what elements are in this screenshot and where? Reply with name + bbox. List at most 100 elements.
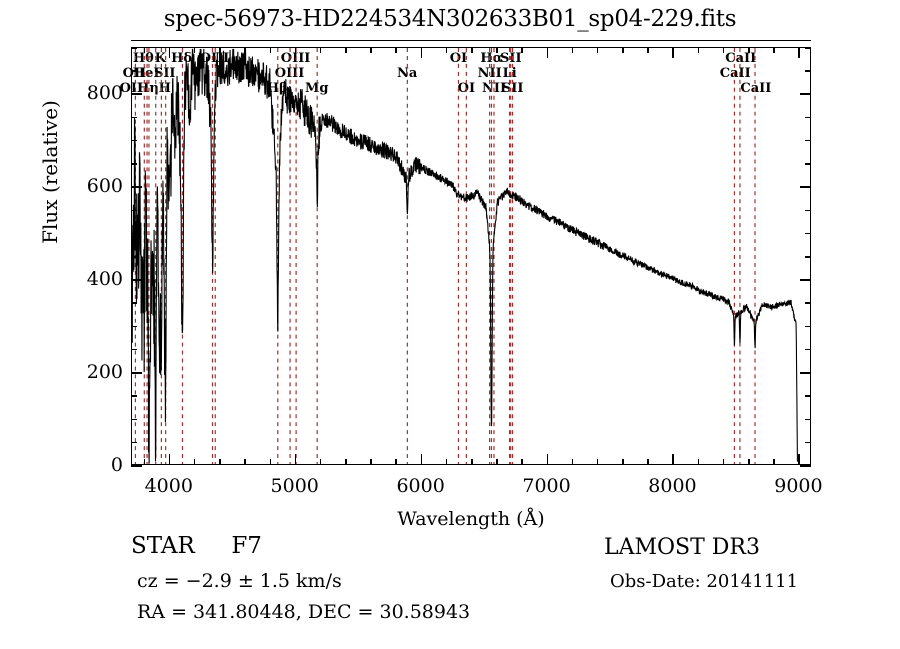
survey-name: LAMOST DR3 — [604, 535, 760, 560]
axis-tick — [805, 441, 811, 444]
spectrum-trace — [132, 48, 810, 464]
axis-tick — [622, 47, 624, 53]
axis-tick — [800, 465, 811, 467]
axis-tick — [805, 116, 811, 119]
x-tick-label: 9000 — [774, 475, 823, 497]
axis-tick — [420, 47, 423, 58]
axis-tick — [370, 47, 372, 53]
axis-tick — [805, 139, 811, 142]
axis-tick — [294, 454, 297, 465]
axis-tick — [521, 459, 523, 465]
x-tick-label: 7000 — [522, 475, 571, 497]
axis-tick — [319, 47, 322, 53]
axis-tick — [244, 459, 246, 465]
coordinates: RA = 341.80448, DEC = 30.58943 — [137, 601, 471, 623]
axis-tick — [131, 232, 137, 235]
axis-tick — [269, 47, 272, 53]
axis-tick — [798, 47, 800, 58]
axis-tick — [805, 70, 811, 72]
axis-tick — [697, 459, 700, 465]
axis-tick — [622, 459, 624, 465]
axis-tick — [805, 209, 811, 212]
axis-tick — [193, 47, 196, 53]
x-tick-label: 4000 — [144, 475, 193, 497]
axis-tick — [131, 279, 142, 281]
axis-tick — [496, 459, 498, 465]
axis-tick — [131, 325, 137, 328]
axis-tick — [131, 418, 137, 421]
axis-tick — [773, 459, 775, 465]
axis-tick — [131, 302, 137, 304]
axis-tick — [471, 47, 473, 53]
axis-tick — [805, 232, 811, 235]
y-tick-label: 600 — [86, 175, 123, 198]
axis-tick — [420, 454, 423, 465]
axis-tick — [546, 454, 549, 465]
axis-tick — [131, 93, 142, 95]
axis-tick — [748, 47, 750, 53]
axis-tick — [219, 47, 221, 53]
axis-tick — [800, 93, 811, 95]
x-tick-label: 5000 — [270, 475, 319, 497]
axis-tick — [219, 459, 221, 465]
axis-tick — [294, 47, 297, 58]
object-classification: STAR F7 — [131, 533, 262, 559]
axis-tick — [805, 395, 811, 397]
axis-tick — [370, 459, 372, 465]
axis-tick — [131, 348, 137, 351]
axis-tick — [193, 459, 196, 465]
axis-tick — [244, 47, 246, 53]
axis-tick — [800, 186, 811, 188]
axis-tick — [798, 454, 800, 465]
axis-tick — [722, 47, 725, 53]
axis-tick — [319, 459, 322, 465]
x-tick-label: 6000 — [396, 475, 445, 497]
y-tick-label: 800 — [86, 82, 123, 105]
axis-tick — [805, 302, 811, 304]
axis-tick — [800, 279, 811, 281]
y-tick-label: 200 — [86, 361, 123, 384]
axis-tick — [805, 47, 811, 49]
y-tick-label: 400 — [86, 268, 123, 291]
object-class: STAR — [131, 533, 195, 559]
axis-tick — [571, 459, 574, 465]
axis-tick — [805, 256, 811, 258]
axis-tick — [800, 372, 811, 374]
y-tick-label: 0 — [110, 454, 123, 476]
axis-tick — [672, 47, 674, 58]
axis-tick — [131, 70, 137, 72]
axis-tick — [647, 47, 649, 53]
axis-tick — [805, 163, 811, 165]
axis-tick — [546, 47, 549, 58]
axis-tick — [596, 47, 599, 53]
axis-tick — [345, 47, 347, 53]
axis-tick — [269, 459, 272, 465]
axis-tick — [697, 47, 700, 53]
x-tick-label: 8000 — [648, 475, 697, 497]
axis-tick — [131, 395, 137, 397]
axis-tick — [143, 459, 146, 465]
axis-tick — [672, 454, 674, 465]
axis-tick — [571, 47, 574, 53]
axis-tick — [131, 465, 142, 467]
axis-tick — [131, 441, 137, 444]
axis-tick — [805, 325, 811, 328]
title-divider — [131, 40, 811, 41]
axis-tick — [131, 209, 137, 212]
axis-tick — [445, 459, 448, 465]
axis-tick — [521, 47, 523, 53]
axis-tick — [722, 459, 725, 465]
axis-tick — [773, 47, 775, 53]
axis-tick — [805, 418, 811, 421]
axis-tick — [471, 459, 473, 465]
axis-tick — [748, 459, 750, 465]
axis-tick — [131, 163, 137, 165]
axis-tick — [647, 459, 649, 465]
axis-tick — [805, 348, 811, 351]
axis-tick — [131, 372, 142, 374]
axis-tick — [445, 47, 448, 53]
spectrum-plot-area — [131, 47, 811, 465]
flux-curve — [132, 49, 797, 463]
axis-tick — [395, 459, 397, 465]
axis-tick — [143, 47, 146, 53]
